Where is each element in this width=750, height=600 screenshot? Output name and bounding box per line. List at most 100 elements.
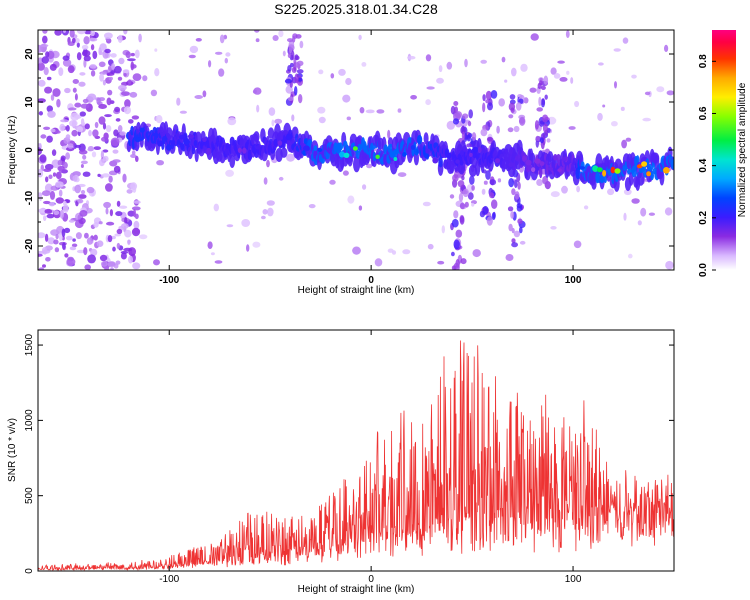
spectrogram-cell	[89, 64, 97, 69]
spectrogram-cell	[38, 62, 45, 71]
spectrogram-cell	[467, 192, 474, 200]
spectrogram-cell	[120, 252, 127, 260]
spectrogram-cell	[98, 47, 102, 56]
spectrogram-cell	[508, 154, 512, 164]
spectrogram-cell	[106, 97, 112, 106]
spectrogram-cell	[131, 150, 136, 155]
spectrogram-cell	[451, 265, 457, 270]
spectrogram-cell	[489, 192, 495, 199]
spectrogram-cell	[520, 63, 528, 72]
spectrogram-cell	[224, 57, 228, 64]
spectrogram-cell	[291, 114, 295, 122]
spectrogram-cell	[460, 150, 464, 156]
spectrogram-cell	[663, 167, 670, 174]
spectrogram-cell	[111, 235, 116, 240]
spectrogram-cell	[504, 79, 508, 83]
spectrogram-cell	[45, 176, 49, 183]
spectrogram-cell	[219, 34, 225, 44]
spectrogram-cell	[637, 170, 645, 186]
spectrogram-cell	[68, 107, 77, 111]
spectrogram-cell	[508, 114, 514, 119]
spectrogram-cell	[482, 94, 486, 102]
spectrogram-cell	[391, 250, 397, 255]
spectrogram-cell	[69, 246, 77, 251]
spectrogram-cell	[77, 214, 81, 220]
spectrogram-cell	[72, 87, 77, 93]
spectrogram-cell	[154, 48, 158, 52]
spectrogram-cell	[108, 175, 113, 183]
spectrogram-cell	[469, 152, 473, 157]
spectrogram-cell	[261, 215, 266, 220]
spectrogram-cell	[286, 134, 292, 141]
spectrogram-cell	[425, 99, 431, 106]
spectrogram-cell	[229, 154, 236, 168]
spectrogram-cell	[53, 239, 59, 245]
spectrogram-cell	[202, 137, 207, 142]
spectrogram-cell	[119, 205, 128, 209]
spectrogram-cell	[81, 122, 86, 126]
spectrogram-cell	[213, 203, 219, 212]
spectrogram-cell	[536, 179, 543, 186]
spectrogram-cell	[38, 267, 45, 270]
spectrogram-cell	[346, 116, 351, 121]
spectrogram-cell	[38, 208, 47, 213]
spectrogram-cell	[496, 125, 500, 134]
spectrogram-cell	[157, 140, 163, 147]
spectrogram-cell	[90, 70, 96, 77]
spectrogram-cell	[126, 58, 136, 62]
spectrogram-cell	[288, 45, 293, 54]
spectrogram-cell	[611, 121, 618, 127]
spectrogram-cell	[529, 87, 537, 93]
spectrogram-cell	[598, 62, 604, 66]
spectrogram-cell	[56, 98, 61, 108]
spectrogram-cell	[397, 172, 407, 178]
spectrogram-cell	[330, 73, 335, 79]
spectrogram-cell	[132, 262, 141, 270]
spectrogram-cell	[139, 127, 145, 133]
spectrogram-cell	[339, 151, 346, 158]
spectrogram-cell	[127, 210, 135, 217]
spectrogram-cell	[153, 259, 160, 266]
spectrogram-cell	[105, 183, 113, 192]
spectrogram-cell	[49, 190, 56, 200]
spectrogram-cell	[614, 81, 617, 89]
spectrogram-cell	[539, 161, 545, 167]
spectrogram-cell	[62, 242, 66, 250]
spectrogram-cell	[559, 77, 568, 82]
spectrogram-cell	[578, 166, 586, 170]
spectrogram-cell	[94, 121, 99, 129]
spectrogram-cell	[294, 73, 299, 84]
spectrogram-cell	[507, 206, 514, 212]
spectrogram-cell	[71, 37, 76, 44]
spectrogram-cell	[337, 142, 344, 151]
spectrogram-cell	[67, 65, 75, 74]
spectrogram-cell	[517, 218, 523, 224]
spectrogram-cell	[175, 132, 180, 138]
spectrogram-cell	[299, 40, 304, 49]
spectrogram-cell	[483, 180, 488, 185]
spectrogram-cell	[75, 232, 82, 240]
spectrogram-cell	[451, 251, 455, 257]
spectrogram-cell	[284, 78, 292, 84]
spectrogram-cell	[468, 109, 474, 119]
spectrogram-cell	[224, 148, 229, 155]
spectrogram-cell	[491, 199, 498, 209]
spectrogram-cell	[452, 118, 460, 125]
spectrogram-cell	[610, 166, 616, 174]
spectrogram-cell	[171, 139, 176, 146]
spectrogram-cell	[112, 159, 121, 163]
spectrogram-cell	[156, 160, 165, 166]
spectrogram-cell	[74, 102, 82, 108]
spectrogram-cell	[123, 73, 127, 77]
spectrogram-cell	[79, 111, 87, 117]
spectrogram-cell	[490, 90, 498, 99]
spectrogram-cell	[210, 252, 215, 256]
spectrogram-cell	[176, 97, 181, 106]
spectrogram-cell	[105, 207, 109, 215]
spectrogram-cell	[122, 69, 130, 74]
spectrogram-cell	[123, 30, 128, 35]
y-tick-label: 1000	[24, 409, 35, 432]
spectrogram-cell	[659, 170, 665, 186]
spectrogram-cell	[103, 201, 111, 209]
spectrogram-cell	[469, 175, 475, 185]
